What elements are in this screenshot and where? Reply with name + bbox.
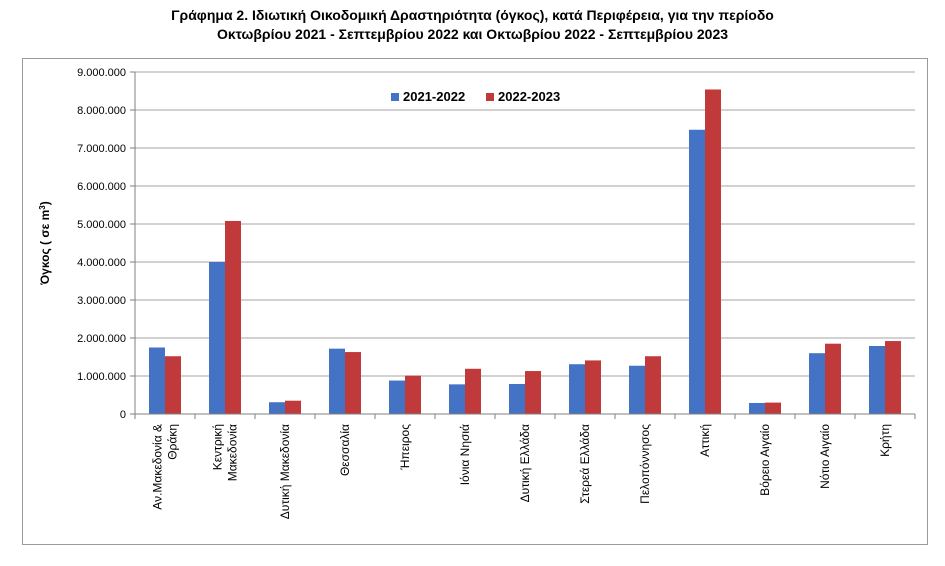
y-tick-label: 0 xyxy=(120,409,126,421)
bar-series1 xyxy=(749,402,765,414)
bar-series2 xyxy=(765,402,781,414)
chart-frame xyxy=(22,58,928,545)
bar-series2 xyxy=(465,368,481,414)
category-label: Δυτική Ελλάδα xyxy=(518,424,532,502)
bar-series1 xyxy=(389,380,405,414)
y-tick-label: 6.000.000 xyxy=(77,181,126,193)
legend-label-series2: 2022-2023 xyxy=(498,89,560,104)
bar-series2 xyxy=(225,220,241,414)
category-label: Δυτική Μακεδονία xyxy=(278,424,292,519)
category-label: Θράκη xyxy=(166,424,180,460)
legend-swatch-series1 xyxy=(391,93,399,101)
bar-series1 xyxy=(509,383,525,414)
bar-series2 xyxy=(885,341,901,414)
y-tick-label: 1.000.000 xyxy=(77,371,126,383)
y-tick-label: 7.000.000 xyxy=(77,143,126,155)
category-label: Στερεά Ελλάδα xyxy=(578,424,592,504)
bar-series1 xyxy=(209,262,225,414)
y-tick-label: 9.000.000 xyxy=(77,67,126,79)
bar-series2 xyxy=(645,356,661,414)
legend-swatch-series2 xyxy=(486,93,494,101)
bar-series1 xyxy=(809,353,825,414)
bar-series2 xyxy=(285,400,301,414)
category-label: Κεντρική xyxy=(211,424,225,470)
chart-title-line-2: Οκτωβρίου 2021 - Σεπτεμβρίου 2022 και Οκ… xyxy=(216,26,729,42)
category-label: Αν.Μακεδονία & xyxy=(151,424,165,510)
category-label: Αττική xyxy=(698,424,712,457)
bar-series1 xyxy=(329,348,345,414)
bar-series1 xyxy=(149,347,165,414)
y-tick-label: 5.000.000 xyxy=(77,219,126,231)
chart-title: Γράφημα 2. Ιδιωτική Οικοδομική Δραστηριό… xyxy=(0,6,945,44)
bar-series1 xyxy=(629,365,645,414)
bar-series1 xyxy=(449,384,465,414)
bar-series2 xyxy=(525,371,541,414)
bar-series2 xyxy=(165,356,181,414)
y-tick-label: 8.000.000 xyxy=(77,105,126,117)
legend-label-series1: 2021-2022 xyxy=(403,89,465,104)
bar-series2 xyxy=(405,375,421,414)
bar-series2 xyxy=(345,352,361,414)
y-tick-label: 3.000.000 xyxy=(77,295,126,307)
category-label: Πελοπόννησος xyxy=(638,424,652,504)
category-label: Μακεδονία xyxy=(226,424,240,481)
bar-series2 xyxy=(825,343,841,414)
chart-title-line-1: Γράφημα 2. Ιδιωτική Οικοδομική Δραστηριό… xyxy=(171,7,774,23)
category-label: Βόρειο Αιγαίο xyxy=(758,424,772,496)
category-label: Ήπειρος xyxy=(398,424,412,471)
bar-series1 xyxy=(569,364,585,414)
category-label: Νότιο Αιγαίο xyxy=(818,424,832,489)
y-tick-label: 2.000.000 xyxy=(77,333,126,345)
bar-series1 xyxy=(869,345,885,414)
category-label: Θεσσαλία xyxy=(338,424,352,476)
category-label: Κρήτη xyxy=(878,424,892,457)
category-label: Ιόνια Νησιά xyxy=(458,424,472,485)
y-tick-label: 4.000.000 xyxy=(77,257,126,269)
bar-series1 xyxy=(689,129,705,414)
bar-series2 xyxy=(585,360,601,414)
y-axis-label: Όγκος ( σε m3) xyxy=(38,201,53,285)
bar-series1 xyxy=(269,402,285,414)
bar-series2 xyxy=(705,89,721,414)
